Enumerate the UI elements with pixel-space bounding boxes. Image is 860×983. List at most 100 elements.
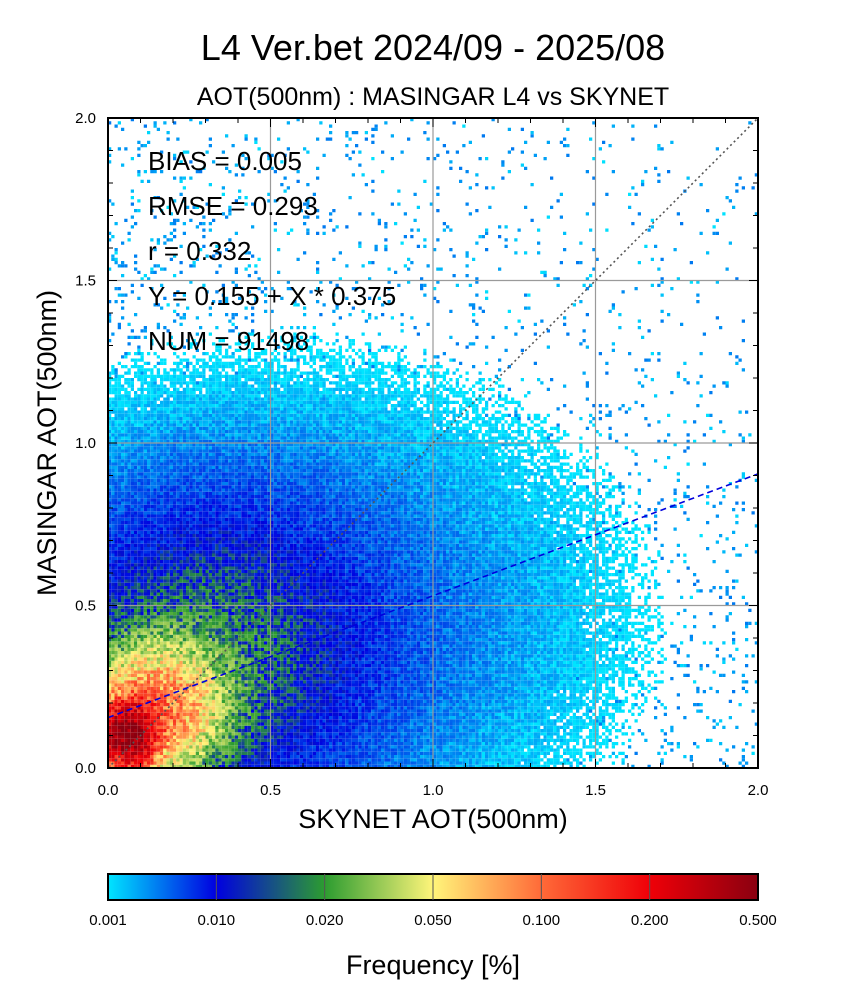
heatmap-cell bbox=[189, 462, 193, 466]
heatmap-cell bbox=[143, 459, 147, 463]
heatmap-cell bbox=[121, 582, 125, 586]
heatmap-cell bbox=[124, 543, 128, 547]
heatmap-cell bbox=[137, 605, 141, 609]
heatmap-cell bbox=[153, 641, 157, 645]
heatmap-cell bbox=[140, 417, 144, 421]
heatmap-cell bbox=[127, 485, 131, 489]
heatmap-cell bbox=[212, 404, 216, 408]
heatmap-cell bbox=[153, 628, 157, 632]
heatmap-cell bbox=[143, 677, 147, 681]
heatmap-cell bbox=[182, 735, 186, 739]
heatmap-cell bbox=[117, 501, 121, 505]
heatmap-cell bbox=[143, 725, 147, 729]
heatmap-cell bbox=[212, 456, 216, 460]
heatmap-cell bbox=[114, 602, 118, 606]
heatmap-cell bbox=[205, 751, 209, 755]
heatmap-cell bbox=[134, 530, 138, 534]
heatmap-cell bbox=[117, 709, 121, 713]
heatmap-cell bbox=[182, 621, 186, 625]
heatmap-cell bbox=[205, 446, 209, 450]
heatmap-cell bbox=[140, 540, 144, 544]
heatmap-cell bbox=[169, 498, 173, 502]
heatmap-cell bbox=[182, 618, 186, 622]
heatmap-cell bbox=[166, 543, 170, 547]
heatmap-cell bbox=[212, 365, 216, 369]
heatmap-cell bbox=[218, 660, 222, 664]
heatmap-cell bbox=[108, 569, 112, 573]
heatmap-cell bbox=[166, 131, 170, 135]
heatmap-cell bbox=[150, 368, 154, 372]
heatmap-cell bbox=[137, 404, 141, 408]
heatmap-cell bbox=[208, 670, 212, 674]
heatmap-cell bbox=[225, 550, 229, 554]
heatmap-cell bbox=[134, 755, 138, 759]
heatmap-cell bbox=[134, 628, 138, 632]
heatmap-cell bbox=[186, 498, 190, 502]
heatmap-cell bbox=[199, 534, 203, 538]
heatmap-cell bbox=[124, 508, 128, 512]
heatmap-cell bbox=[111, 602, 115, 606]
heatmap-cell bbox=[163, 696, 167, 700]
heatmap-cell bbox=[163, 582, 167, 586]
heatmap-cell bbox=[114, 735, 118, 739]
heatmap-cell bbox=[221, 566, 225, 570]
heatmap-cell bbox=[127, 495, 131, 499]
heatmap-cell bbox=[166, 472, 170, 476]
heatmap-cell bbox=[221, 621, 225, 625]
heatmap-cell bbox=[186, 547, 190, 551]
heatmap-cell bbox=[202, 397, 206, 401]
heatmap-cell bbox=[231, 686, 235, 690]
heatmap-cell bbox=[156, 647, 160, 651]
heatmap-cell bbox=[228, 599, 232, 603]
heatmap-cell bbox=[195, 410, 199, 414]
heatmap-cell bbox=[228, 495, 232, 499]
heatmap-cell bbox=[147, 368, 151, 372]
heatmap-cell bbox=[208, 625, 212, 629]
heatmap-cell bbox=[160, 696, 164, 700]
heatmap-cell bbox=[208, 374, 212, 378]
heatmap-cell bbox=[163, 563, 167, 567]
heatmap-cell bbox=[205, 407, 209, 411]
heatmap-cell bbox=[137, 478, 141, 482]
heatmap-cell bbox=[176, 758, 180, 762]
heatmap-cell bbox=[228, 501, 232, 505]
heatmap-cell bbox=[186, 413, 190, 417]
heatmap-cell bbox=[169, 569, 173, 573]
heatmap-cell bbox=[221, 355, 225, 359]
heatmap-cell bbox=[134, 693, 138, 697]
heatmap-cell bbox=[134, 703, 138, 707]
heatmap-cell bbox=[121, 602, 125, 606]
heatmap-cell bbox=[202, 722, 206, 726]
heatmap-cell bbox=[179, 556, 183, 560]
heatmap-cell bbox=[212, 631, 216, 635]
heatmap-cell bbox=[150, 589, 154, 593]
heatmap-cell bbox=[208, 677, 212, 681]
heatmap-cell bbox=[114, 641, 118, 645]
heatmap-cell bbox=[225, 495, 229, 499]
heatmap-cell bbox=[124, 537, 128, 541]
heatmap-cell bbox=[189, 498, 193, 502]
heatmap-cell bbox=[121, 599, 125, 603]
heatmap-cell bbox=[117, 586, 121, 590]
heatmap-cell bbox=[130, 215, 134, 219]
heatmap-cell bbox=[124, 599, 128, 603]
heatmap-cell bbox=[228, 365, 232, 369]
heatmap-cell bbox=[130, 443, 134, 447]
heatmap-cell bbox=[176, 550, 180, 554]
heatmap-cell bbox=[199, 608, 203, 612]
heatmap-cell bbox=[147, 563, 151, 567]
heatmap-cell bbox=[215, 566, 219, 570]
heatmap-cell bbox=[153, 472, 157, 476]
heatmap-cell bbox=[195, 400, 199, 404]
heatmap-cell bbox=[121, 556, 125, 560]
heatmap-cell bbox=[182, 664, 186, 668]
heatmap-cell bbox=[225, 556, 229, 560]
heatmap-cell bbox=[221, 433, 225, 437]
heatmap-cell bbox=[163, 550, 167, 554]
heatmap-cell bbox=[186, 673, 190, 677]
heatmap-cell bbox=[160, 647, 164, 651]
heatmap-cell bbox=[147, 423, 151, 427]
heatmap-cell bbox=[189, 664, 193, 668]
heatmap-cell bbox=[156, 560, 160, 564]
heatmap-cell bbox=[218, 462, 222, 466]
